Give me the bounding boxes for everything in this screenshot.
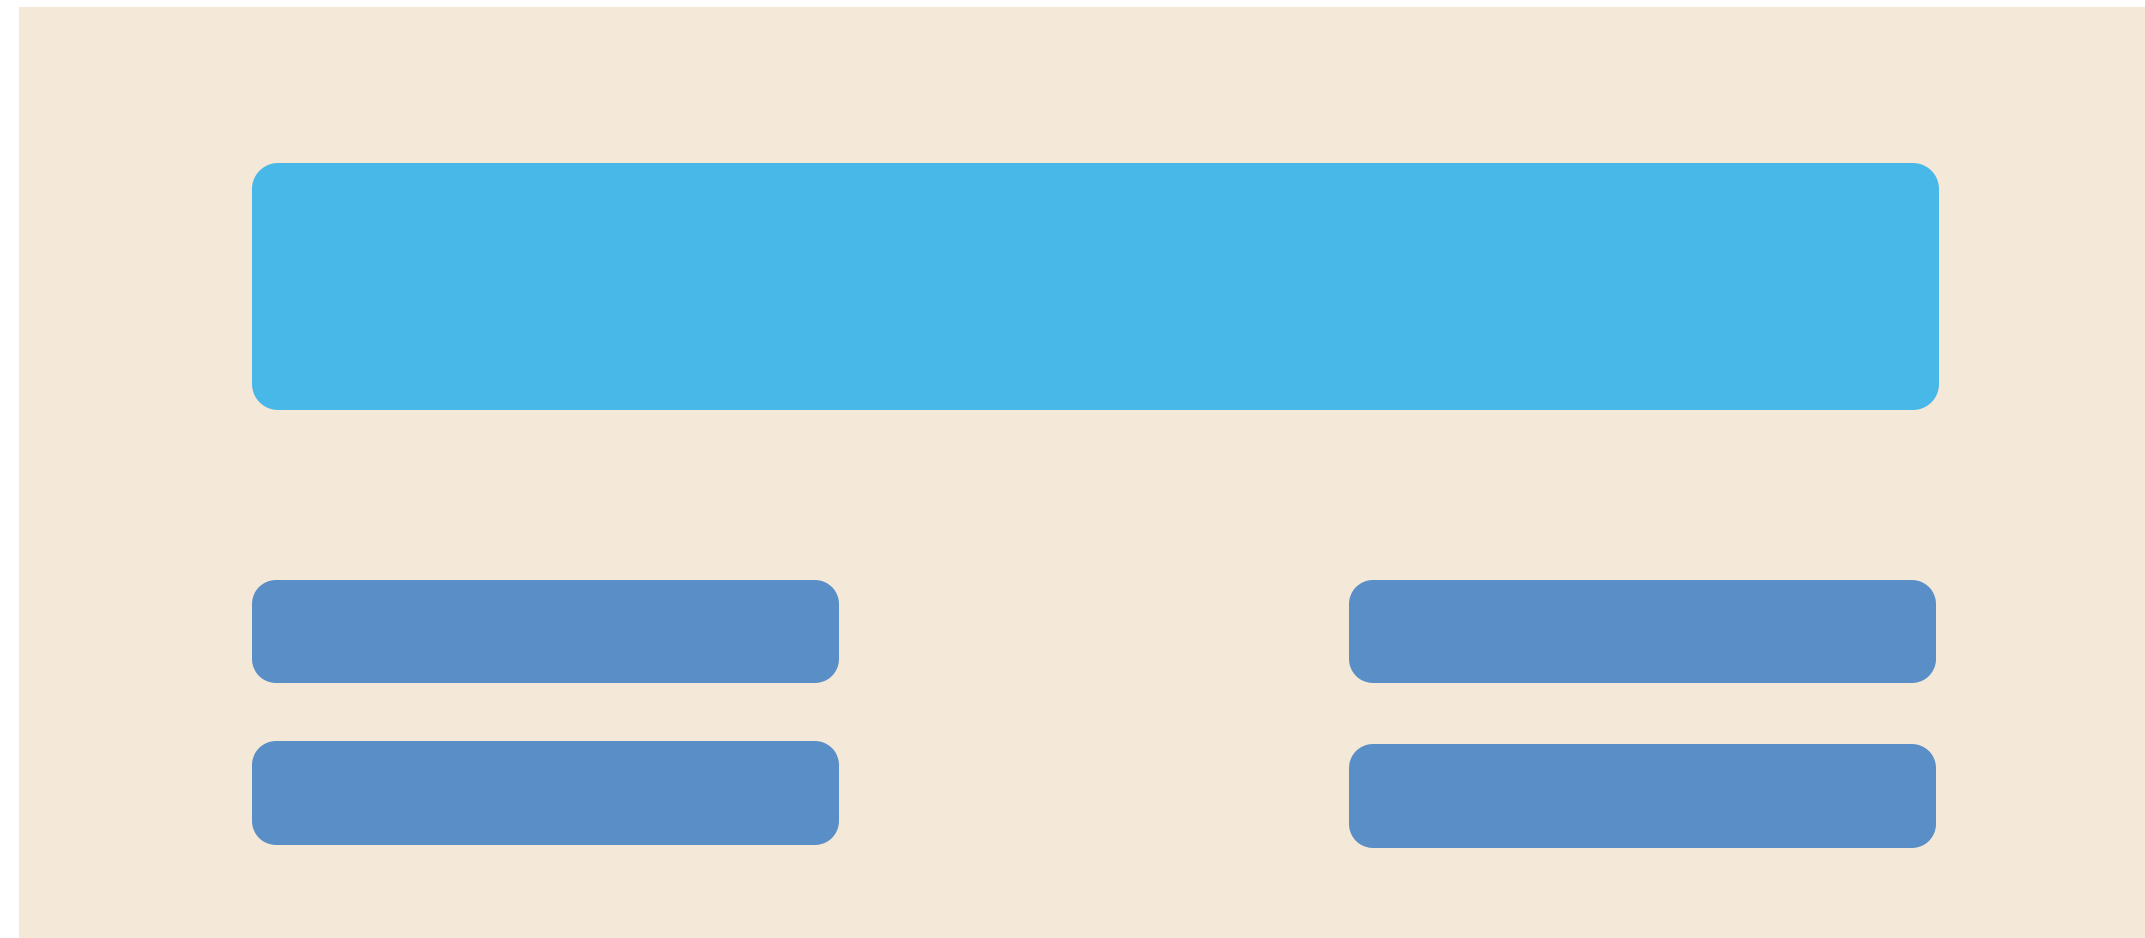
left-button-top[interactable]: [252, 580, 839, 683]
header-block: [252, 163, 1939, 410]
right-button-bottom[interactable]: [1349, 744, 1936, 848]
left-button-bottom[interactable]: [252, 741, 839, 845]
right-button-top[interactable]: [1349, 580, 1936, 683]
